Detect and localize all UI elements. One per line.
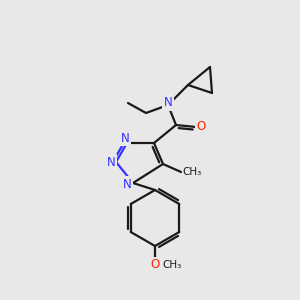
Text: O: O	[150, 259, 160, 272]
Text: N: N	[106, 155, 116, 169]
Text: N: N	[121, 131, 129, 145]
Text: O: O	[196, 121, 206, 134]
Text: CH₃: CH₃	[182, 167, 201, 177]
Text: N: N	[164, 97, 172, 110]
Text: N: N	[123, 178, 131, 190]
Text: CH₃: CH₃	[162, 260, 181, 270]
